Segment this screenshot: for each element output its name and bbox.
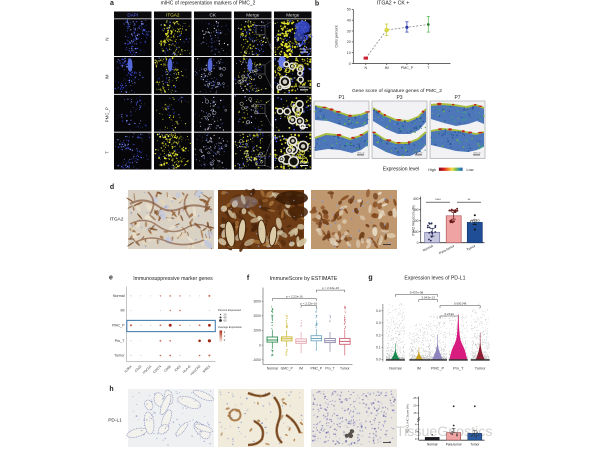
svg-text:mIHC of representation markers: mIHC of representation markers of PMC_2 (161, 1, 256, 7)
svg-text:0.1: 0.1 (376, 345, 381, 349)
svg-text:IL2RA: IL2RA (124, 364, 134, 374)
svg-text:PMC_P: PMC_P (310, 367, 322, 371)
svg-text:P7: P7 (454, 95, 460, 101)
svg-text:f: f (247, 275, 250, 282)
svg-text:400: 400 (413, 197, 419, 201)
svg-text:T: T (427, 66, 430, 70)
svg-text:ImmuneScore by ESTIMATE: ImmuneScore by ESTIMATE (270, 276, 338, 282)
svg-text:P1: P1 (338, 95, 344, 101)
svg-text:PMC_P: PMC_P (105, 107, 110, 122)
svg-text:d: d (110, 184, 114, 191)
svg-text:IM: IM (105, 74, 110, 79)
svg-text:Cells percent: Cells percent (335, 24, 339, 47)
svg-text:Normal: Normal (267, 367, 278, 371)
svg-text:0: 0 (224, 338, 226, 342)
svg-text:0.3: 0.3 (376, 321, 381, 325)
svg-text:20: 20 (347, 40, 351, 44)
svg-text:High: High (428, 168, 436, 172)
svg-text:p < 2.22e-16: p < 2.22e-16 (286, 295, 303, 299)
svg-text:p < 2.22e-16: p < 2.22e-16 (300, 301, 317, 305)
svg-text:Normal: Normal (113, 294, 125, 298)
svg-text:0: 0 (259, 343, 261, 347)
svg-text:a: a (110, 0, 114, 7)
svg-text:-1000: -1000 (252, 358, 261, 362)
svg-text:1: 1 (224, 334, 226, 338)
svg-text:Expression leves of PD-L1: Expression leves of PD-L1 (404, 276, 465, 282)
svg-text:e: e (109, 275, 113, 282)
svg-text:PMC_P: PMC_P (401, 66, 414, 70)
svg-text:IM: IM (299, 367, 303, 371)
svg-text:0.2: 0.2 (376, 333, 381, 337)
svg-text:Gene score of signature genes: Gene score of signature genes of PMC_2 (352, 88, 442, 94)
svg-text:200: 200 (413, 219, 419, 223)
svg-text:2000: 2000 (253, 314, 261, 318)
svg-text:Average Expression: Average Expression (218, 325, 243, 329)
svg-text:200µm: 200µm (299, 161, 309, 165)
svg-text:0.0: 0.0 (376, 358, 381, 362)
svg-text:2: 2 (224, 330, 226, 334)
svg-text:ITGA2 + CK +: ITGA2 + CK + (377, 0, 410, 6)
svg-text:Pro_T: Pro_T (115, 339, 126, 343)
svg-text:T: T (105, 151, 110, 154)
svg-text:10: 10 (347, 51, 351, 55)
svg-text:GMC_P: GMC_P (281, 367, 294, 371)
svg-text:CK: CK (210, 13, 217, 18)
svg-text:200µm: 200µm (299, 47, 309, 51)
svg-text:g: g (368, 275, 372, 282)
svg-text:60: 60 (224, 319, 227, 323)
svg-text:IM: IM (121, 309, 125, 313)
svg-text:Tumor: Tumor (340, 367, 351, 371)
svg-text:PMC_P: PMC_P (112, 324, 125, 328)
svg-text:Low: Low (467, 168, 474, 172)
svg-text:CD86: CD86 (163, 364, 172, 373)
svg-text:200µm: 200µm (299, 85, 309, 89)
svg-text:SIRE1: SIRE1 (202, 364, 212, 374)
svg-text:500 µm: 500 µm (473, 152, 481, 154)
svg-text:500 µm: 500 µm (357, 152, 365, 154)
svg-text:**: ** (468, 198, 471, 202)
svg-text:N: N (364, 66, 367, 70)
svg-text:IM: IM (385, 66, 389, 70)
svg-text:HLA-G: HLA-G (182, 364, 192, 374)
svg-text:300: 300 (413, 208, 419, 212)
svg-text:IDO1: IDO1 (174, 364, 182, 372)
svg-text:500 µm: 500 µm (415, 152, 423, 154)
svg-text:PDCD1: PDCD1 (142, 364, 153, 375)
svg-text:Merge: Merge (246, 13, 259, 18)
svg-text:CD22: CD22 (134, 364, 143, 373)
svg-text:40: 40 (347, 19, 351, 23)
svg-text:100: 100 (413, 230, 419, 234)
svg-text:ITGA2: ITGA2 (110, 217, 124, 223)
svg-text:Percent Expressed: Percent Expressed (218, 308, 241, 312)
svg-text:p < 2.22e-16: p < 2.22e-16 (322, 286, 339, 290)
svg-text:DAPI: DAPI (127, 13, 138, 18)
svg-text:Tumor: Tumor (114, 354, 125, 358)
svg-text:P3: P3 (396, 95, 402, 101)
svg-text:****: **** (435, 198, 441, 202)
svg-text:HAVCR2: HAVCR2 (189, 364, 201, 376)
svg-text:40: 40 (224, 316, 227, 320)
svg-text:N: N (105, 38, 110, 41)
svg-text:b: b (315, 1, 319, 8)
svg-text:Tumor: Tumor (466, 243, 477, 251)
svg-text:1000: 1000 (253, 329, 261, 333)
svg-text:0: 0 (349, 62, 351, 66)
svg-text:3000: 3000 (253, 299, 261, 303)
svg-text:CD274: CD274 (152, 364, 162, 374)
svg-text:Para-tumor: Para-tumor (438, 243, 456, 255)
svg-text:0.4: 0.4 (376, 309, 381, 313)
svg-text:ITGA2 IHC Score (%): ITGA2 IHC Score (%) (412, 205, 416, 236)
svg-text:Merge: Merge (286, 13, 299, 18)
svg-text:Expression level: Expression level (383, 166, 419, 172)
svg-text:Normal: Normal (422, 244, 434, 253)
svg-text:ITGA2: ITGA2 (166, 13, 180, 18)
svg-text:50: 50 (347, 8, 351, 12)
svg-text:Pro_T: Pro_T (325, 367, 334, 371)
svg-text:c: c (316, 82, 320, 89)
svg-text:200µm: 200µm (299, 123, 309, 127)
svg-text:20: 20 (224, 313, 227, 317)
svg-text:0: 0 (417, 241, 419, 245)
svg-text:Immunosuppressive marker genes: Immunosuppressive marker genes (133, 276, 213, 282)
svg-text:30: 30 (347, 29, 351, 33)
